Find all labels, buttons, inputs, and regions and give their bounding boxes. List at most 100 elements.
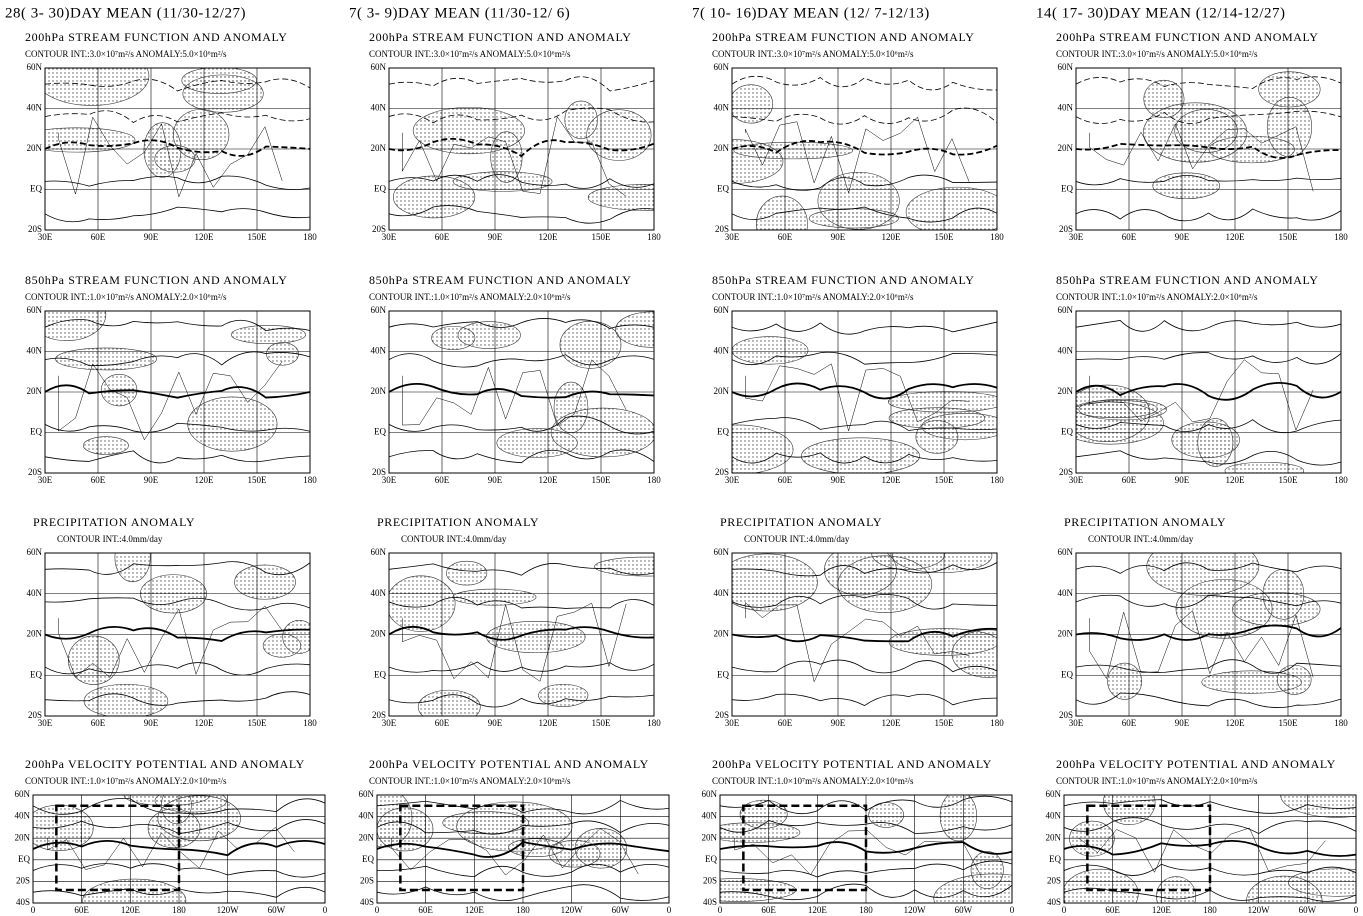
map-content (1076, 538, 1341, 708)
x-tick-label: 60E (1122, 718, 1137, 728)
x-tick-label: 60E (778, 232, 793, 242)
anomaly-area (1267, 97, 1311, 156)
x-tick-label: 120E (465, 905, 485, 915)
y-tick-label: 60N (27, 305, 43, 315)
map-panel: PRECIPITATION ANOMALYCONTOUR INT.:4.0mm/… (714, 515, 1026, 728)
y-tick-label: 40N (702, 811, 718, 821)
panel-title: 200hPa VELOCITY POTENTIAL AND ANOMALY (25, 757, 305, 771)
y-tick-label: 40N (371, 103, 387, 113)
y-tick-label: 20N (27, 386, 43, 396)
map-panel: 200hPa VELOCITY POTENTIAL AND ANOMALYCON… (679, 757, 1053, 916)
x-tick-label: 120W (217, 905, 240, 915)
contour-line (45, 451, 310, 463)
y-tick-label: 40N (714, 588, 730, 598)
x-tick-label: 180 (990, 475, 1004, 485)
anomaly-area (616, 312, 688, 347)
contour-info: CONTOUR INT.:3.0×10⁷m²/s ANOMALY:5.0×10⁶… (369, 49, 571, 59)
y-tick-label: 20S (360, 875, 374, 885)
y-tick-label: 40N (359, 811, 375, 821)
y-tick-label: 60N (359, 789, 375, 799)
anomaly-area (809, 209, 898, 228)
x-tick-label: 60E (91, 475, 106, 485)
y-tick-label: 20N (359, 832, 375, 842)
panel-title: 850hPa STREAM FUNCTION AND ANOMALY (25, 273, 288, 287)
anomaly-area (906, 187, 1009, 237)
x-tick-label: 90E (831, 232, 846, 242)
x-tick-label: 30E (38, 232, 53, 242)
panel-title: 200hPa VELOCITY POTENTIAL AND ANOMALY (369, 757, 649, 771)
x-tick-label: 30E (382, 718, 397, 728)
y-tick-label: 40N (714, 103, 730, 113)
anomaly-area (538, 684, 588, 706)
x-tick-label: 180 (303, 475, 317, 485)
x-tick-label: 180 (1334, 475, 1348, 485)
x-tick-label: 30E (382, 475, 397, 485)
x-tick-label: 60E (435, 475, 450, 485)
x-tick-label: 150E (592, 718, 612, 728)
contour-info: CONTOUR INT.:1.0×10⁷m²/s ANOMALY:2.0×10⁶… (369, 776, 571, 786)
y-tick-label: 60N (714, 305, 730, 315)
x-tick-label: 180 (303, 232, 317, 242)
contour-info: CONTOUR INT.:4.0mm/day (401, 534, 507, 544)
x-tick-label: 120E (195, 475, 215, 485)
anomaly-area (432, 326, 475, 349)
x-tick-label: 120E (539, 475, 559, 485)
x-tick-label: 120E (882, 718, 902, 728)
contour-info: CONTOUR INT.:1.0×10⁷m²/s ANOMALY:2.0×10⁶… (1056, 292, 1258, 302)
y-tick-label: 20N (702, 832, 718, 842)
map-panel: 850hPa STREAM FUNCTION AND ANOMALYCONTOU… (1056, 273, 1348, 485)
column-header: 28( 3- 30)DAY MEAN (11/30-12/27) (5, 5, 246, 21)
map-panel: 200hPa VELOCITY POTENTIAL AND ANOMALYCON… (15, 757, 328, 916)
y-tick-label: 60N (1058, 305, 1074, 315)
x-tick-label: 60E (435, 718, 450, 728)
x-tick-label: 60E (778, 718, 793, 728)
x-tick-label: 150E (935, 718, 955, 728)
y-tick-label: 20N (714, 629, 730, 639)
panel-title: 200hPa VELOCITY POTENTIAL AND ANOMALY (1056, 757, 1336, 771)
y-tick-label: 40N (15, 811, 31, 821)
anomaly-area (1058, 402, 1164, 444)
x-tick-label: 90E (1175, 232, 1190, 242)
map-content (1076, 72, 1341, 221)
y-tick-label: EQ (18, 854, 30, 864)
y-tick-label: EQ (1061, 669, 1073, 679)
anomaly-area (940, 791, 977, 841)
panel-title: 200hPa STREAM FUNCTION AND ANOMALY (712, 30, 975, 44)
x-tick-label: 90E (488, 718, 503, 728)
x-tick-label: 150E (248, 475, 268, 485)
contour-line (389, 318, 654, 328)
y-tick-label: EQ (30, 669, 42, 679)
anomaly-area (916, 420, 958, 453)
map-panel: 850hPa STREAM FUNCTION AND ANOMALYCONTOU… (369, 273, 688, 485)
y-tick-label: EQ (717, 669, 729, 679)
y-tick-label: EQ (1061, 427, 1073, 437)
y-tick-label: 20N (27, 629, 43, 639)
x-tick-label: 60E (435, 232, 450, 242)
panel-title: PRECIPITATION ANOMALY (1064, 515, 1226, 529)
y-tick-label: 20N (15, 832, 31, 842)
y-tick-label: 20N (1058, 143, 1074, 153)
x-tick-label: 120E (1152, 905, 1172, 915)
y-tick-label: 40N (1058, 103, 1074, 113)
panel-title: PRECIPITATION ANOMALY (377, 515, 539, 529)
x-tick-label: 0 (667, 905, 672, 915)
x-tick-label: 30E (1069, 475, 1084, 485)
coastline (1079, 828, 1326, 872)
map-content (1063, 773, 1363, 916)
x-tick-label: 120E (1226, 475, 1246, 485)
x-tick-label: 120W (561, 905, 584, 915)
x-tick-label: 90E (144, 718, 159, 728)
contour-line (45, 176, 310, 190)
x-tick-label: 60W (612, 905, 630, 915)
y-tick-label: EQ (1049, 854, 1061, 864)
x-tick-label: 180 (1334, 232, 1348, 242)
y-tick-label: 40N (371, 346, 387, 356)
anomaly-area (235, 565, 296, 599)
map-content (28, 288, 310, 463)
contour-info: CONTOUR INT.:1.0×10⁷m²/s ANOMALY:2.0×10⁶… (369, 292, 571, 302)
x-tick-label: 120E (882, 475, 902, 485)
x-tick-label: 60E (74, 905, 89, 915)
y-tick-label: EQ (717, 184, 729, 194)
anomaly-area (1153, 173, 1220, 199)
anomaly-area (443, 812, 529, 834)
